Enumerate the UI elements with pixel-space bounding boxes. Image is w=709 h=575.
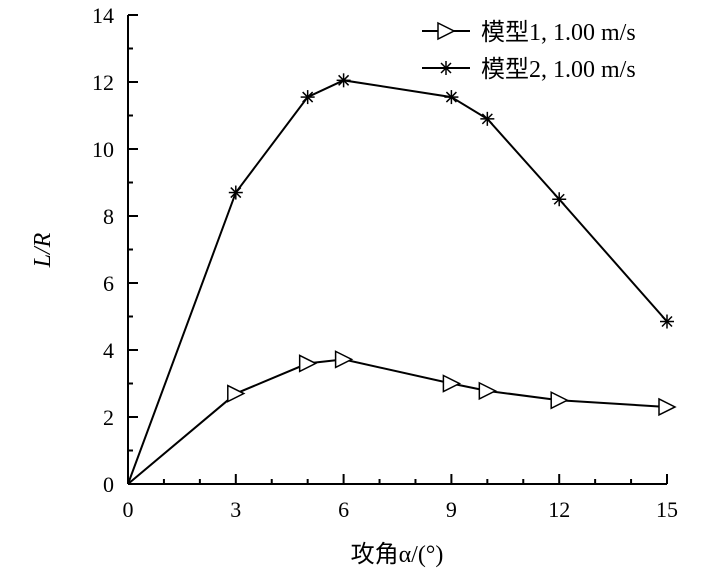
series-2-point bbox=[300, 90, 315, 105]
asterisk-stroke bbox=[553, 193, 565, 205]
x-tick-label: 9 bbox=[446, 497, 457, 522]
asterisk-stroke bbox=[445, 91, 457, 103]
legend: 模型1, 1.00 m/s 模型2, 1.00 m/s bbox=[422, 19, 636, 83]
series-layer bbox=[127, 73, 677, 485]
legend-marker-series-1 bbox=[437, 21, 456, 41]
series-2-point bbox=[552, 192, 567, 207]
y-tick-label: 8 bbox=[103, 204, 114, 229]
x-tick-label: 0 bbox=[123, 497, 134, 522]
series-1-point bbox=[478, 381, 498, 401]
series-2-point bbox=[480, 111, 495, 126]
series-1-point bbox=[334, 350, 354, 369]
y-tick-label: 6 bbox=[103, 271, 114, 296]
y-tick-label: 4 bbox=[103, 338, 114, 363]
y-tick-label: 12 bbox=[92, 70, 114, 95]
x-axis-title: 攻角α/(°) bbox=[351, 541, 444, 568]
series-1-point bbox=[298, 354, 318, 373]
axes: 0 3 6 9 12 15 0 2 4 6 8 10 12 14 bbox=[92, 3, 678, 522]
asterisk-stroke bbox=[481, 113, 493, 125]
asterisk-stroke bbox=[338, 74, 350, 86]
asterisk-stroke bbox=[440, 62, 452, 74]
series-1 bbox=[127, 350, 677, 485]
series-2-point bbox=[444, 90, 459, 105]
series-2-line bbox=[127, 79, 668, 485]
x-tick-label: 15 bbox=[656, 497, 678, 522]
asterisk-stroke bbox=[302, 91, 314, 103]
asterisk-stroke bbox=[230, 187, 242, 199]
legend-marker-series-2 bbox=[439, 61, 453, 75]
x-tick-label: 3 bbox=[230, 497, 241, 522]
y-axis-title: L/R bbox=[30, 232, 56, 268]
series-2-point bbox=[336, 73, 351, 88]
series-2-point bbox=[228, 185, 243, 200]
y-tick-label: 14 bbox=[92, 3, 114, 28]
series-2-point bbox=[660, 314, 674, 329]
series-1-point bbox=[550, 391, 569, 410]
y-tick-label: 2 bbox=[103, 405, 114, 430]
asterisk-stroke bbox=[661, 315, 673, 328]
legend-label-series-1: 模型1, 1.00 m/s bbox=[481, 19, 636, 46]
y-tick-label: 10 bbox=[92, 137, 114, 162]
series-1-point bbox=[658, 397, 677, 417]
series-1-line bbox=[127, 358, 668, 485]
series-1-point bbox=[442, 374, 462, 393]
series-2 bbox=[127, 73, 674, 485]
x-tick-label: 12 bbox=[548, 497, 570, 522]
y-tick-label: 0 bbox=[103, 472, 114, 497]
x-tick-label: 6 bbox=[338, 497, 349, 522]
legend-label-series-2: 模型2, 1.00 m/s bbox=[481, 56, 636, 83]
series-1-point bbox=[227, 384, 246, 403]
